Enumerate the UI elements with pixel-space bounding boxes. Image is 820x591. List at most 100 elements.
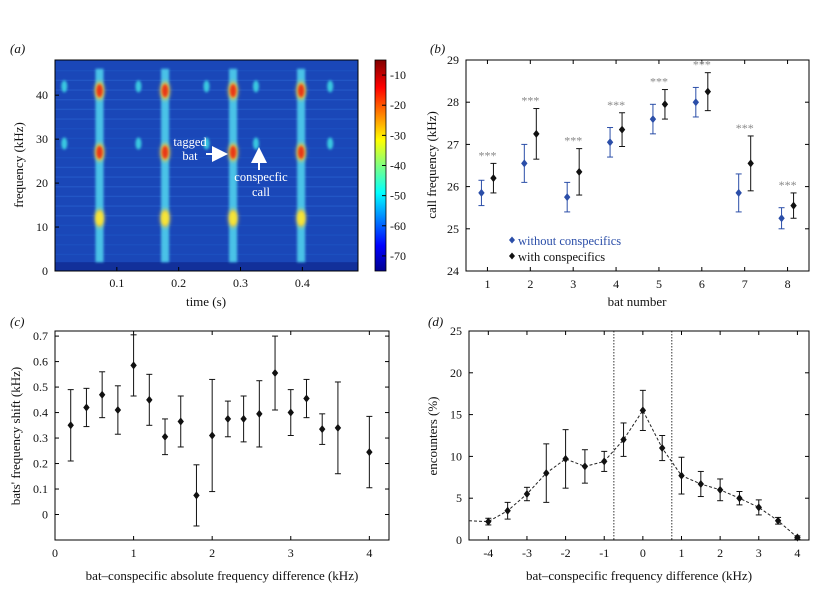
data-point xyxy=(504,506,511,515)
data-point xyxy=(774,516,782,525)
y-tick-label: 15 xyxy=(450,408,462,422)
data-point xyxy=(67,421,74,430)
significance-stars: *** xyxy=(779,178,797,192)
y-tick-label: 0 xyxy=(42,508,48,522)
panel-d-label: (d) xyxy=(428,314,443,329)
colorbar-ticks: -10 -20 -30 -40 -50 -60 -70 xyxy=(382,68,406,263)
colorbar-tick-label: -30 xyxy=(390,128,406,142)
panel-a-axes: 0.1 0.2 0.3 0.4 0 10 20 30 40 xyxy=(36,88,310,290)
x-tick-label: 0.2 xyxy=(171,276,186,290)
colorbar-tick-label: -40 xyxy=(390,159,406,173)
data-point xyxy=(485,517,492,526)
bat-call-column xyxy=(297,68,306,263)
bat-call-harmonic xyxy=(297,145,305,159)
data-point xyxy=(697,479,705,488)
bat-call-harmonic xyxy=(161,145,169,159)
data-point-with xyxy=(490,174,497,183)
data-point xyxy=(303,394,310,403)
annotation-call: call xyxy=(252,185,271,199)
data-point xyxy=(256,409,263,418)
significance-stars: *** xyxy=(736,121,754,135)
colorbar-tick-label: -50 xyxy=(390,189,406,203)
y-tick-label: 0.7 xyxy=(33,329,48,343)
y-tick-label: 20 xyxy=(450,366,462,380)
panel-a-label: (a) xyxy=(10,41,25,56)
data-point-without xyxy=(649,115,657,124)
data-point-without xyxy=(778,214,785,223)
bat-call-harmonic xyxy=(96,84,103,98)
data-point xyxy=(543,469,550,478)
panel-d-ylabel: encounters (%) xyxy=(425,396,440,475)
significance-stars: *** xyxy=(564,134,582,148)
x-tick-label: 1 xyxy=(679,546,685,560)
noise-band xyxy=(55,108,358,111)
noise-band xyxy=(55,176,358,178)
data-point xyxy=(224,414,232,423)
bat-call-column xyxy=(95,68,104,263)
y-tick-label: 30 xyxy=(36,132,48,146)
data-point xyxy=(334,423,342,432)
panel-c-marks xyxy=(67,334,373,527)
y-tick-label: 20 xyxy=(36,176,48,190)
bat-call-harmonic xyxy=(161,211,169,225)
bat-call-column xyxy=(229,68,238,263)
bat-call-harmonic xyxy=(229,211,237,225)
annotation-tagged: tagged xyxy=(173,135,207,149)
y-tick-label: 0.1 xyxy=(33,482,48,496)
legend-label-with: with conspecifics xyxy=(518,250,605,264)
panel-a-xlabel: time (s) xyxy=(186,294,226,309)
bat-call-harmonic xyxy=(96,145,103,159)
data-point xyxy=(736,494,743,503)
panel-d-frame xyxy=(468,330,810,541)
y-tick-label: 29 xyxy=(447,53,459,67)
data-point xyxy=(562,454,569,463)
x-tick-label: -3 xyxy=(522,546,532,560)
x-tick-label: 4 xyxy=(613,277,619,291)
data-point-with xyxy=(533,129,540,138)
data-point xyxy=(658,444,666,453)
bat-call-column xyxy=(161,68,170,263)
legend-label-without: without conspecifics xyxy=(518,234,621,248)
noise-band xyxy=(55,99,358,101)
conspecific-call-mark xyxy=(135,137,142,150)
bat-call-harmonic xyxy=(297,211,305,225)
noise-band xyxy=(55,186,358,188)
bat-call-harmonic xyxy=(297,84,305,98)
data-point-without xyxy=(478,188,485,197)
x-tick-label: 0.4 xyxy=(295,276,310,290)
x-tick-label: 2 xyxy=(717,546,723,560)
y-tick-label: 27 xyxy=(447,137,459,151)
panel-a-spectrogram: (a) 0.1 0.2 0.3 0.4 0 10 20 30 40 time (s) frequ… xyxy=(10,41,406,309)
panel-d-axes: -4 -3 -2 -1 0 1 2 3 4 0 5 10 15 20 25 xyxy=(450,324,809,560)
conspecific-call-mark xyxy=(61,80,68,93)
data-point xyxy=(620,435,627,444)
series-line xyxy=(468,409,798,538)
x-tick-label: 0.1 xyxy=(109,276,124,290)
data-point xyxy=(601,457,608,466)
data-point-with xyxy=(575,167,583,176)
bat-call-harmonic xyxy=(229,84,237,98)
colorbar-tick-label: -60 xyxy=(390,219,406,233)
x-tick-label: 3 xyxy=(570,277,576,291)
noise-band xyxy=(55,205,358,207)
annotation-conspecific: conspecfic xyxy=(234,170,288,184)
colorbar-tick-label: -10 xyxy=(390,68,406,82)
legend-marker-with xyxy=(509,252,515,260)
x-tick-label: 8 xyxy=(785,277,791,291)
y-tick-label: 40 xyxy=(36,88,48,102)
data-point xyxy=(287,408,294,417)
y-tick-label: 0 xyxy=(42,264,48,278)
spectrogram-texture xyxy=(55,69,358,271)
y-tick-label: 0 xyxy=(456,533,462,547)
x-tick-label: 1 xyxy=(484,277,490,291)
x-tick-label: 3 xyxy=(288,546,294,560)
data-point xyxy=(208,431,216,440)
x-tick-label: 0.3 xyxy=(233,276,248,290)
noise-band xyxy=(55,118,358,120)
data-point-with xyxy=(790,201,797,210)
data-point xyxy=(83,403,90,412)
x-tick-label: 7 xyxy=(742,277,748,291)
data-point xyxy=(177,417,184,426)
